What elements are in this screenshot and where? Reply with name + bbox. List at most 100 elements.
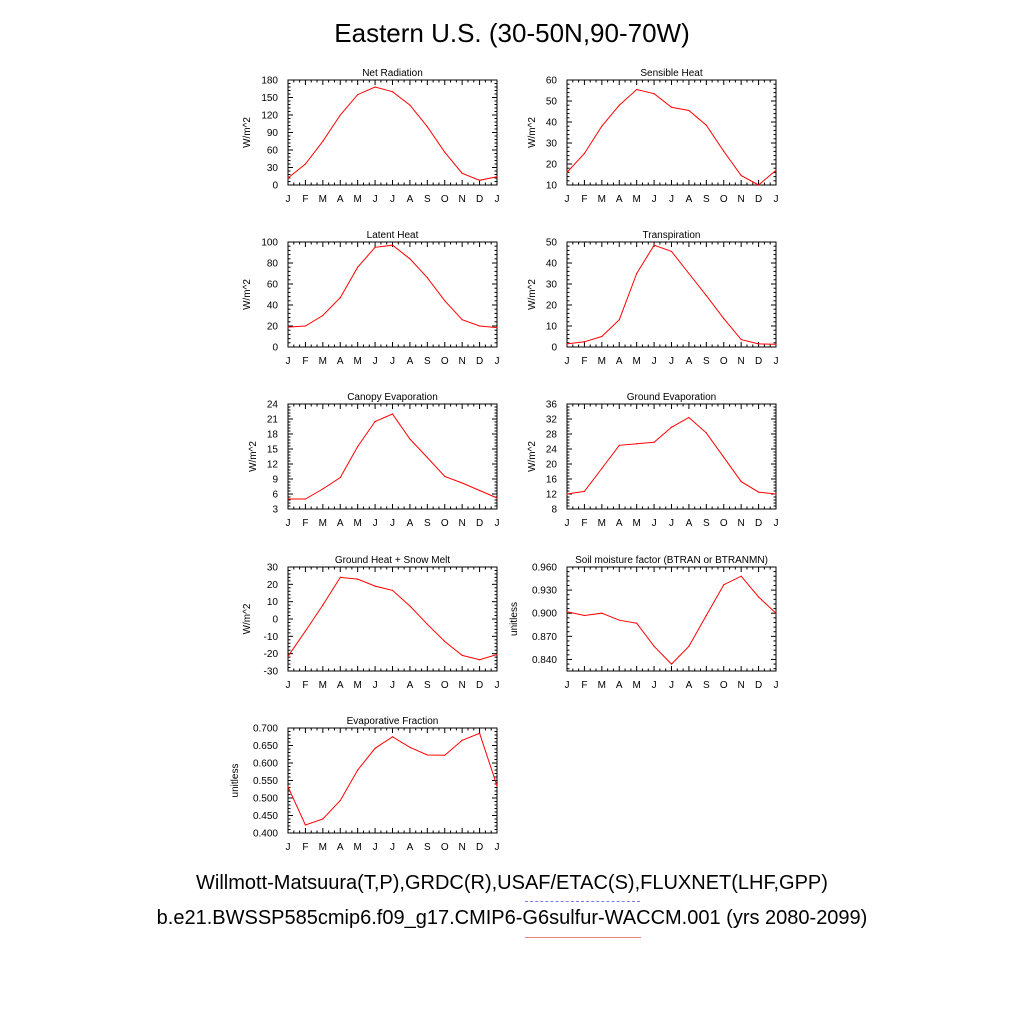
- x-tick-label: M: [632, 356, 640, 367]
- chart-title: Soil moisture factor (BTRAN or BTRANMN): [575, 555, 768, 566]
- x-tick-label: J: [495, 680, 500, 691]
- x-tick-label: F: [581, 194, 587, 205]
- plot-frame: [566, 241, 777, 348]
- y-axis-label: unitless: [509, 602, 520, 636]
- data-point: [723, 150, 725, 152]
- data-point: [478, 325, 481, 327]
- y-axis-label: W/m^2: [242, 117, 253, 148]
- data-point: [636, 272, 638, 275]
- data-point: [391, 736, 394, 738]
- x-tick-label: M: [353, 194, 361, 205]
- y-tick-label: 16: [546, 475, 558, 486]
- x-tick-label: O: [441, 680, 449, 691]
- plot-frame: [287, 403, 498, 510]
- data-point: [775, 343, 777, 345]
- x-tick-label: A: [337, 842, 344, 853]
- x-tick-label: J: [652, 518, 657, 529]
- x-tick-label: J: [565, 680, 570, 691]
- data-point: [636, 443, 638, 445]
- x-tick-label: F: [302, 680, 308, 691]
- x-tick-label: S: [424, 680, 431, 691]
- x-tick-label: N: [738, 194, 745, 205]
- x-tick-label: A: [337, 194, 344, 205]
- data-point: [618, 104, 620, 106]
- x-tick-label: M: [598, 518, 606, 529]
- data-point: [391, 91, 394, 93]
- x-tick-label: A: [407, 356, 414, 367]
- data-point: [461, 482, 463, 484]
- x-tick-label: S: [424, 518, 431, 529]
- y-tick-label: 10: [267, 597, 279, 608]
- footer-case-name: b.e21.BWSSP585cmip6.f09_g17.CMIP6-G6sulf…: [156, 907, 868, 929]
- x-tick-label: O: [441, 842, 449, 853]
- y-tick-label: 6: [272, 490, 278, 501]
- x-tick-label: F: [302, 842, 308, 853]
- series-line: [288, 413, 498, 500]
- x-tick-label: A: [407, 518, 414, 529]
- x-tick-label: J: [286, 194, 291, 205]
- y-tick-label: 40: [267, 301, 279, 312]
- y-tick-label: -30: [264, 667, 279, 678]
- x-tick-label: J: [286, 356, 291, 367]
- data-point: [566, 611, 568, 613]
- x-tick-label: N: [459, 194, 466, 205]
- y-tick-label: 30: [267, 163, 279, 174]
- y-tick-label: 15: [267, 445, 279, 456]
- y-tick-label: 150: [261, 93, 278, 104]
- chart-title: Ground Heat + Snow Melt: [335, 555, 451, 566]
- x-tick-label: A: [686, 680, 693, 691]
- data-point: [670, 250, 673, 253]
- x-tick-label: A: [686, 356, 693, 367]
- data-point: [357, 93, 359, 96]
- data-point: [391, 244, 394, 246]
- x-tick-label: S: [424, 356, 431, 367]
- data-point: [740, 575, 742, 577]
- data-point: [478, 659, 481, 661]
- data-point: [705, 124, 707, 126]
- x-tick-label: J: [565, 356, 570, 367]
- series-line: [566, 416, 777, 495]
- data-point: [496, 176, 498, 178]
- data-point: [287, 177, 289, 179]
- data-point: [391, 589, 394, 592]
- x-tick-label: M: [598, 356, 606, 367]
- y-tick-label: 100: [261, 238, 278, 249]
- x-tick-label: J: [286, 842, 291, 853]
- data-point: [653, 645, 655, 647]
- x-tick-label: D: [755, 680, 762, 691]
- data-point: [618, 444, 620, 446]
- x-tick-label: N: [459, 842, 466, 853]
- x-tick-label: J: [774, 194, 779, 205]
- plot-frame: [566, 403, 777, 510]
- x-tick-label: J: [652, 194, 657, 205]
- x-tick-label: A: [616, 194, 623, 205]
- y-tick-label: 21: [267, 415, 279, 426]
- y-tick-label: 20: [546, 160, 558, 171]
- data-point: [775, 493, 777, 495]
- y-tick-label: 12: [546, 490, 558, 501]
- footer-underline-blue: [525, 901, 640, 902]
- series-line: [287, 576, 498, 661]
- x-tick-label: A: [337, 356, 344, 367]
- data-point: [357, 578, 359, 580]
- x-tick-label: A: [686, 518, 693, 529]
- chart-soil-moisture-factor-btran-or-btranmn: Soil moisture factor (BTRAN or BTRANMN) J…: [509, 555, 779, 691]
- data-point: [566, 493, 568, 495]
- x-tick-label: J: [565, 518, 570, 529]
- x-tick-label: J: [390, 194, 395, 205]
- x-tick-label: J: [774, 518, 779, 529]
- x-tick-label: D: [476, 356, 483, 367]
- y-tick-label: 0: [272, 615, 278, 626]
- y-tick-label: 3: [272, 505, 278, 516]
- x-tick-label: J: [373, 680, 378, 691]
- data-point: [757, 343, 760, 345]
- data-point: [566, 343, 568, 345]
- data-point: [636, 622, 638, 624]
- y-axis-label: W/m^2: [248, 441, 259, 472]
- data-point: [583, 341, 586, 343]
- x-tick-label: J: [495, 842, 500, 853]
- y-tick-label: 0: [272, 181, 278, 192]
- data-point: [409, 605, 411, 607]
